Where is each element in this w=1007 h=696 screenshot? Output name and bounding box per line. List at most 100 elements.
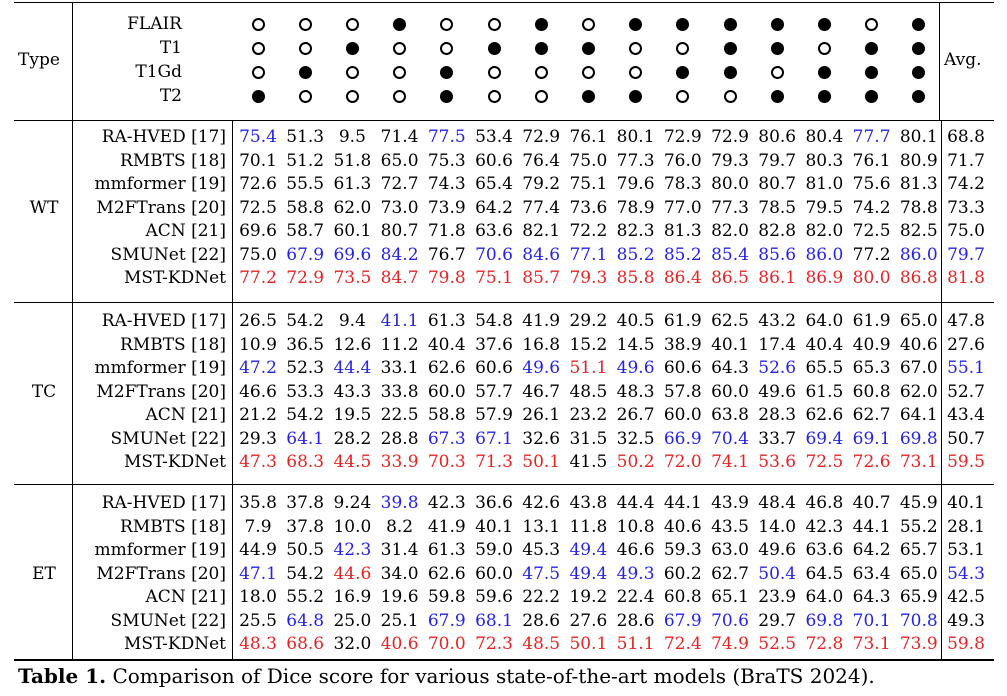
score-cell: 72.9 xyxy=(663,127,702,147)
score-cell: 67.3 xyxy=(427,428,466,449)
filled-circle-icon xyxy=(817,66,831,79)
score-cell: 60.6 xyxy=(663,358,702,378)
filled-circle-icon xyxy=(723,66,737,79)
score-cell: 64.8 xyxy=(286,610,325,631)
score-cell: 14.5 xyxy=(616,334,655,355)
score-cell: 50.5 xyxy=(286,540,325,560)
score-cell: 44.4 xyxy=(333,358,372,378)
score-cell: 65.5 xyxy=(805,358,844,378)
score-cell: 47.3 xyxy=(239,452,277,472)
score-cell: 62.6 xyxy=(805,405,844,425)
score-cell: 22.4 xyxy=(616,587,655,607)
score-cell: 10.8 xyxy=(616,516,655,537)
score-cell: 44.6 xyxy=(333,563,372,584)
score-cell: 19.5 xyxy=(333,405,372,425)
model-name: mmformer [19] xyxy=(94,358,226,378)
score-cell: 69.4 xyxy=(805,428,844,449)
score-cell: 57.7 xyxy=(475,381,513,402)
score-cell: 40.1 xyxy=(711,334,749,355)
model-name: MST-KDNet xyxy=(123,452,226,472)
open-circle-icon xyxy=(817,42,831,55)
score-cell: 27.6 xyxy=(569,610,608,631)
score-cell: 60.6 xyxy=(475,358,513,378)
score-cell: 22.5 xyxy=(380,405,419,425)
score-cell: 65.3 xyxy=(852,358,891,378)
score-cell: 49.6 xyxy=(758,381,797,402)
score-cell: 62.5 xyxy=(711,311,749,331)
score-cell: 73.1 xyxy=(899,452,938,472)
score-cell: 64.3 xyxy=(711,358,749,378)
filled-circle-icon xyxy=(629,90,643,103)
score-cell: 54.2 xyxy=(286,563,325,584)
open-circle-icon xyxy=(487,90,501,103)
score-cell: 31.5 xyxy=(569,428,608,449)
model-name: M2FTrans [20] xyxy=(96,381,226,402)
score-cell: 77.0 xyxy=(663,197,702,218)
score-cell: 55.2 xyxy=(899,516,938,537)
model-name: ACN [21] xyxy=(145,221,226,241)
open-circle-icon xyxy=(298,18,312,31)
score-cell: 9.5 xyxy=(338,127,366,147)
score-cell: 82.5 xyxy=(899,221,938,241)
score-cell: 55.5 xyxy=(286,174,325,194)
model-name: RA-HVED [17] xyxy=(101,127,226,147)
score-cell: 61.3 xyxy=(427,311,466,331)
score-cell: 77.3 xyxy=(616,150,655,171)
score-cell: 86.0 xyxy=(899,244,938,265)
score-cell: 51.2 xyxy=(286,150,325,171)
score-cell: 28.3 xyxy=(758,405,797,425)
filled-circle-icon xyxy=(629,18,643,31)
score-cell: 37.6 xyxy=(475,334,513,355)
score-cell: 22.2 xyxy=(522,587,561,607)
score-cell: 54.8 xyxy=(475,311,513,331)
score-cell: 63.0 xyxy=(711,540,749,560)
model-name: RA-HVED [17] xyxy=(101,311,226,331)
score-cell: 72.7 xyxy=(380,174,419,194)
score-cell: 72.6 xyxy=(239,174,277,194)
filled-circle-icon xyxy=(534,42,548,55)
score-cell: 33.9 xyxy=(380,452,419,472)
score-cell: 45.3 xyxy=(522,540,561,560)
score-cell: 63.6 xyxy=(805,540,844,560)
score-cell: 85.2 xyxy=(616,244,655,265)
filled-circle-icon xyxy=(912,90,926,103)
score-cell: 78.9 xyxy=(616,197,655,218)
modality-label: T1 xyxy=(159,38,182,58)
score-cell: 53.6 xyxy=(758,452,797,472)
filled-circle-icon xyxy=(865,42,879,55)
type-header: Type xyxy=(18,50,60,70)
score-cell: 65.4 xyxy=(475,174,513,194)
model-name: MST-KDNet xyxy=(123,268,226,288)
score-cell: 86.1 xyxy=(758,268,797,288)
avg-cell: 74.2 xyxy=(947,174,985,194)
score-cell: 28.8 xyxy=(380,428,419,449)
score-cell: 67.0 xyxy=(899,358,938,378)
score-cell: 49.6 xyxy=(522,358,561,378)
open-circle-icon xyxy=(345,18,359,31)
filled-circle-icon xyxy=(393,18,407,31)
score-cell: 48.3 xyxy=(616,381,655,402)
score-cell: 65.0 xyxy=(899,563,938,584)
score-cell: 80.7 xyxy=(380,221,419,241)
score-cell: 77.4 xyxy=(522,197,561,218)
filled-circle-icon xyxy=(865,90,879,103)
score-cell: 72.9 xyxy=(522,127,561,147)
open-circle-icon xyxy=(629,42,643,55)
score-cell: 74.2 xyxy=(852,197,891,218)
score-cell: 85.4 xyxy=(711,244,749,265)
score-cell: 37.8 xyxy=(286,516,325,537)
score-cell: 44.1 xyxy=(852,516,891,537)
score-cell: 68.3 xyxy=(286,452,325,472)
score-cell: 73.6 xyxy=(569,197,608,218)
score-cell: 74.1 xyxy=(711,452,749,472)
score-cell: 41.9 xyxy=(522,311,561,331)
model-name: RA-HVED [17] xyxy=(101,493,226,513)
score-cell: 12.6 xyxy=(333,334,372,355)
score-cell: 28.2 xyxy=(333,428,372,449)
score-cell: 51.3 xyxy=(286,127,325,147)
score-cell: 40.5 xyxy=(616,311,655,331)
score-cell: 70.3 xyxy=(427,452,466,472)
score-cell: 73.9 xyxy=(899,634,938,654)
score-cell: 64.0 xyxy=(805,311,844,331)
score-cell: 14.0 xyxy=(758,516,797,537)
